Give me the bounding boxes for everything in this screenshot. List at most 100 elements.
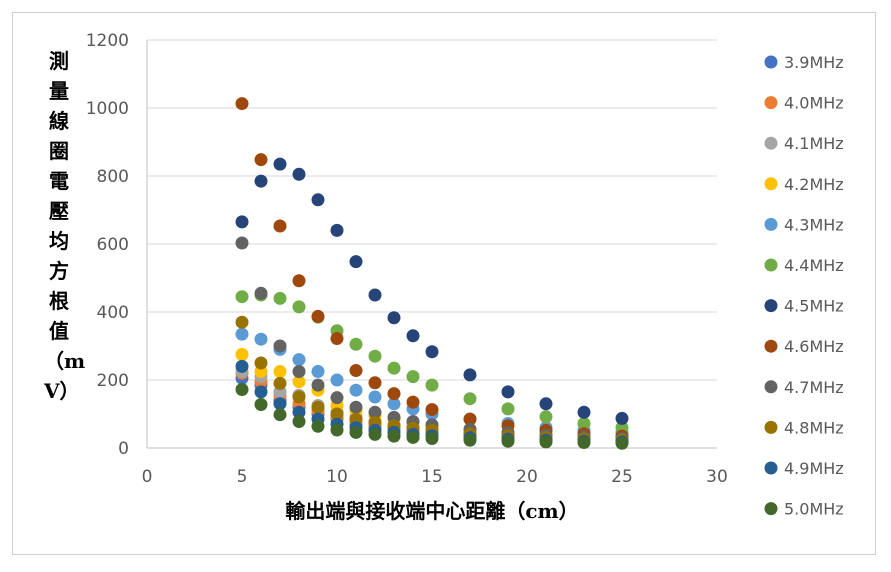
legend-marker: [764, 136, 778, 150]
legend-label: 5.0MHz: [784, 500, 844, 519]
data-point: [368, 349, 382, 363]
legend-label: 4.2MHz: [784, 175, 844, 194]
data-point: [577, 417, 591, 431]
data-point: [292, 365, 306, 378]
data-point: [254, 332, 268, 346]
data-point: [254, 174, 268, 188]
legend-label: 4.8MHz: [784, 418, 844, 437]
x-tick-label: 0: [142, 467, 153, 487]
y-axis-title: 測量線圈電壓均方根值（mV）: [44, 49, 86, 403]
data-point: [235, 97, 249, 111]
data-point: [349, 400, 363, 414]
data-point: [463, 433, 477, 447]
data-point: [273, 339, 287, 353]
data-point: [292, 274, 306, 288]
data-point: [254, 385, 268, 399]
data-point: [425, 378, 439, 392]
data-point: [463, 412, 477, 426]
data-point: [501, 434, 515, 448]
data-point: [330, 373, 344, 387]
data-point: [368, 376, 382, 390]
y-tick-label: 800: [97, 167, 129, 187]
x-tick-label: 30: [706, 467, 728, 487]
data-point: [311, 378, 325, 392]
x-tick-label: 10: [326, 467, 348, 487]
data-point: [539, 397, 553, 411]
data-point: [235, 383, 249, 397]
data-point: [330, 223, 344, 237]
data-point: [273, 291, 287, 305]
data-point: [311, 309, 325, 323]
y-tick-label: 1200: [86, 31, 129, 51]
legend-marker: [764, 339, 778, 353]
data-point: [501, 385, 515, 399]
data-point: [292, 405, 306, 419]
data-point: [235, 315, 249, 329]
data-point: [311, 400, 325, 414]
legend-label: 3.9MHz: [784, 53, 844, 72]
data-point: [406, 430, 420, 444]
legend-label: 4.7MHz: [784, 378, 844, 397]
legend-marker: [764, 217, 778, 231]
data-point: [425, 345, 439, 359]
data-point: [406, 329, 420, 343]
x-tick-label: 5: [237, 467, 248, 487]
x-tick-label: 15: [421, 467, 443, 487]
data-point: [292, 167, 306, 181]
data-point: [292, 414, 306, 428]
legend-label: 4.4MHz: [784, 256, 844, 275]
legend-label: 4.3MHz: [784, 215, 844, 234]
y-tick-label: 600: [97, 235, 129, 255]
data-point: [330, 423, 344, 437]
y-tick-label: 1000: [86, 99, 129, 119]
x-axis-title: 輸出端與接收端中心距離（cm）: [285, 499, 578, 523]
data-point: [539, 435, 553, 449]
legend-label: 4.5MHz: [784, 297, 844, 316]
data-point: [368, 288, 382, 302]
data-point: [349, 363, 363, 377]
x-tick-label: 20: [516, 467, 538, 487]
legend-marker: [764, 177, 778, 191]
legend-marker: [764, 380, 778, 394]
data-point: [387, 361, 401, 375]
data-point: [330, 391, 344, 405]
y-tick-label: 200: [97, 371, 129, 391]
data-point: [349, 383, 363, 397]
data-point: [273, 408, 287, 422]
data-point: [254, 286, 268, 300]
data-point: [235, 348, 249, 361]
data-point: [254, 397, 268, 411]
data-point: [615, 436, 629, 450]
data-point: [368, 427, 382, 441]
tick-labels: 0 200 400 600 800 1000 1200 0 5 10 15 20 25 30: [86, 31, 728, 487]
data-point: [577, 405, 591, 419]
legend: 3.9MHz 4.0MHz 4.1MHz 4.2MHz 4.3MHz 4.4MHz 4.5M…: [764, 53, 844, 519]
data-point: [292, 375, 306, 389]
data-point: [463, 368, 477, 382]
data-point: [292, 300, 306, 314]
data-point: [292, 390, 306, 404]
legend-marker: [764, 96, 778, 110]
legend-label: 4.9MHz: [784, 459, 844, 478]
data-point: [330, 407, 344, 421]
data-point: [577, 436, 591, 450]
data-point: [273, 397, 287, 411]
y-tick-label: 400: [97, 303, 129, 323]
data-point: [235, 215, 249, 229]
data-point: [387, 311, 401, 325]
data-point: [501, 402, 515, 416]
data-point: [254, 153, 268, 167]
data-point: [254, 356, 268, 370]
chart-frame: [12, 12, 876, 555]
data-point: [311, 419, 325, 433]
data-point: [349, 337, 363, 351]
data-point: [425, 431, 439, 445]
data-point: [387, 387, 401, 401]
data-point: [273, 365, 287, 378]
data-points: [235, 97, 629, 450]
data-point: [330, 332, 344, 346]
data-point: [235, 359, 249, 373]
legend-marker: [764, 502, 778, 516]
data-point: [368, 405, 382, 419]
